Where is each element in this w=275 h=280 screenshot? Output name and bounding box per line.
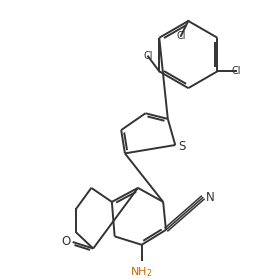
Text: S: S (178, 140, 185, 153)
Text: O: O (62, 235, 71, 248)
Text: N: N (206, 191, 215, 204)
Text: Cl: Cl (231, 66, 241, 76)
Text: Cl: Cl (176, 31, 186, 41)
Text: Cl: Cl (143, 52, 153, 61)
Text: NH$_2$: NH$_2$ (130, 265, 153, 279)
